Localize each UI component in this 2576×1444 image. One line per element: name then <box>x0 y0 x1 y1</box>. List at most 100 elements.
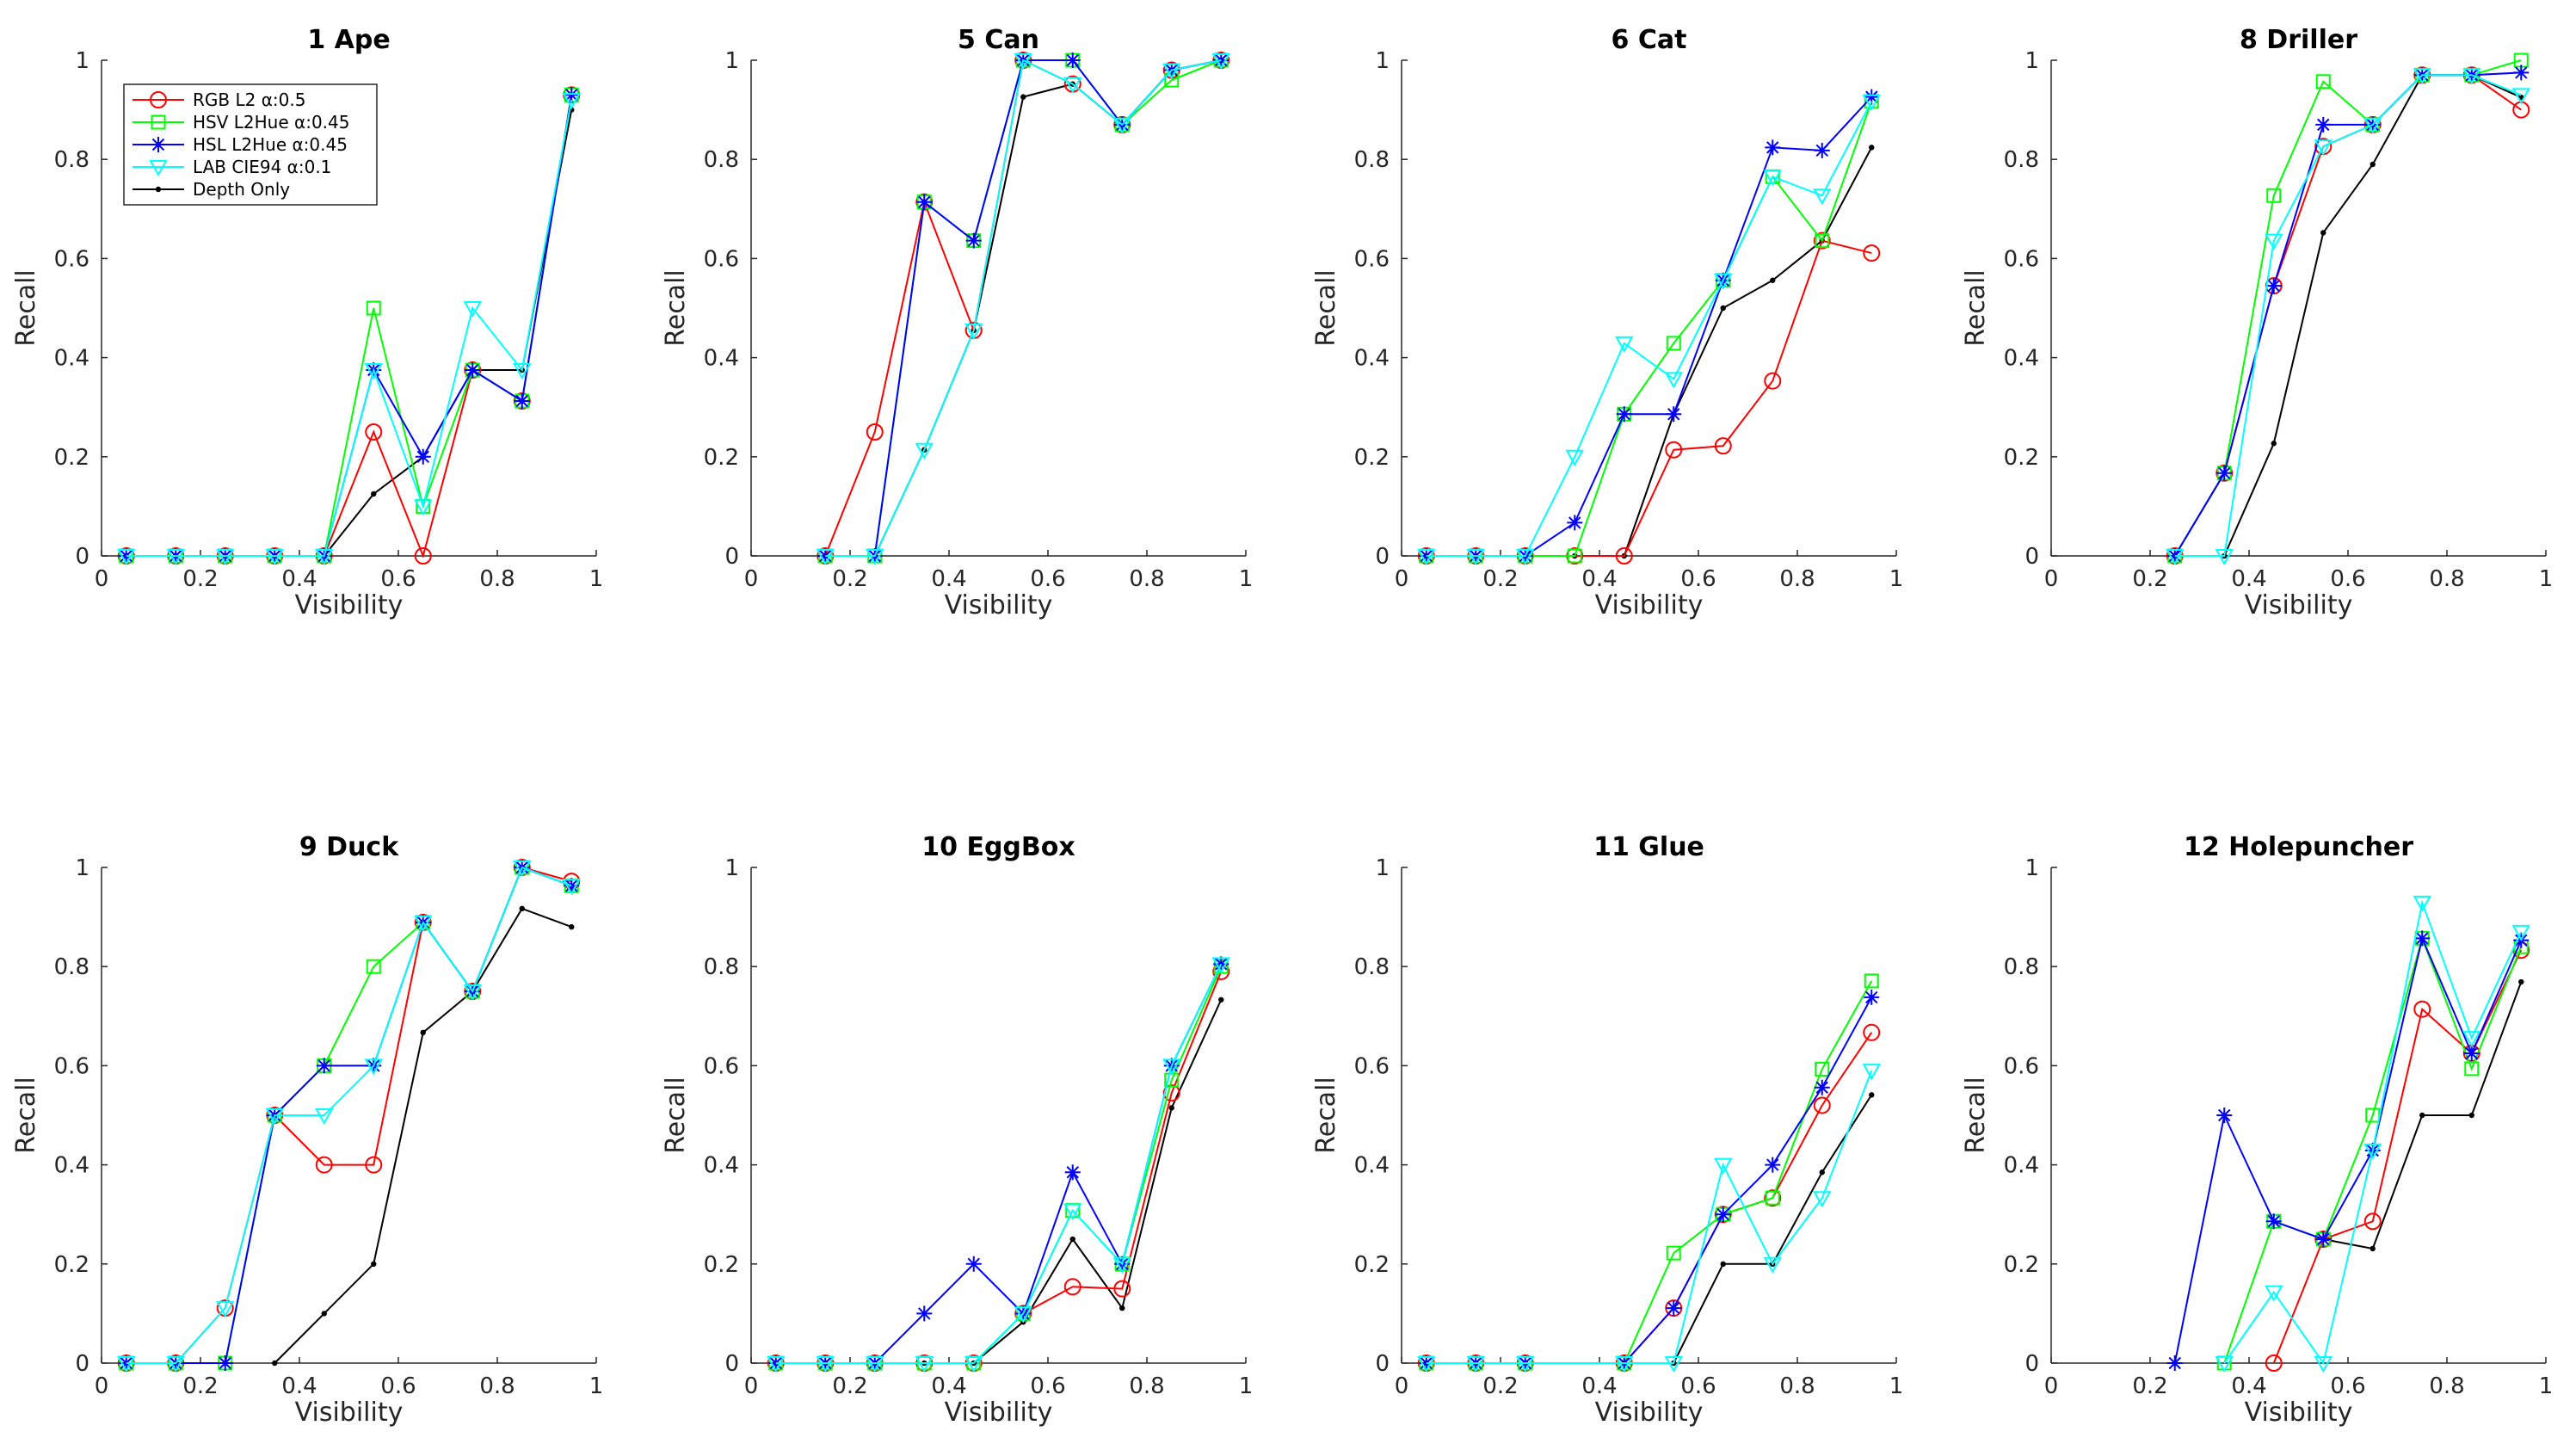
data-point <box>1615 547 1633 565</box>
x-tick-label: 0.8 <box>1779 566 1815 592</box>
data-point <box>1869 145 1875 151</box>
data-point <box>2314 139 2333 157</box>
data-point <box>1765 1157 1781 1173</box>
data-point <box>321 1311 327 1317</box>
data-point <box>1864 89 1880 105</box>
x-axis-label: Visibility <box>2245 1398 2353 1428</box>
x-tick-label: 1 <box>1239 566 1254 592</box>
data-point <box>2215 549 2234 566</box>
data-point <box>1063 77 1082 94</box>
data-point <box>1516 1356 1535 1373</box>
chart-panel: 0 0.2 0.4 0.6 0.8 1 0 0.2 0.4 0.6 0.8 1 9 Duck Visibi… <box>11 832 603 1428</box>
data-point <box>2216 465 2233 481</box>
data-point <box>1863 244 1881 262</box>
data-point <box>414 547 432 565</box>
data-point <box>1813 1191 1832 1208</box>
y-tick-label: 0.6 <box>1354 1053 1390 1079</box>
data-point <box>364 1058 383 1076</box>
data-point <box>265 1108 284 1126</box>
data-point <box>2414 930 2431 947</box>
data-point <box>1119 1305 1125 1311</box>
x-axis-label: Visibility <box>295 1398 404 1428</box>
data-point <box>2513 65 2530 81</box>
y-tick-label: 0.4 <box>1354 1153 1390 1179</box>
series-line <box>2223 899 2523 1366</box>
data-point <box>916 1305 933 1322</box>
y-tick-label: 0 <box>2024 544 2039 570</box>
data-point <box>420 1029 426 1036</box>
data-point <box>1869 1092 1875 1098</box>
data-point <box>816 549 835 566</box>
data-point <box>2413 895 2431 912</box>
x-tick-label: 0.2 <box>1482 1373 1518 1399</box>
data-point <box>2265 1355 2283 1372</box>
y-axis-label: Recall <box>1311 269 1341 347</box>
data-point <box>2462 68 2481 85</box>
data-point <box>965 1256 982 1272</box>
x-tick-label: 0 <box>2044 566 2059 592</box>
series-line <box>1426 239 1872 557</box>
series-line <box>126 99 573 557</box>
data-point <box>2462 1031 2481 1048</box>
y-tick-label: 0.6 <box>1354 246 1390 272</box>
data-point <box>2314 1356 2333 1373</box>
y-tick-label: 0 <box>1375 1351 1390 1377</box>
x-tick-label: 0.6 <box>1030 566 1065 592</box>
y-tick-label: 0.8 <box>54 147 89 173</box>
data-point <box>1814 1079 1830 1095</box>
series-line <box>1426 1094 1873 1364</box>
data-point <box>1666 1245 1681 1261</box>
data-point <box>217 1355 233 1371</box>
series-line <box>775 999 1223 1364</box>
y-axis-label: Recall <box>661 269 691 347</box>
x-tick-label: 1 <box>589 566 604 592</box>
data-point <box>1112 1256 1131 1274</box>
data-point <box>767 1356 786 1373</box>
chart-title: 1 Ape <box>307 25 390 55</box>
data-point <box>2265 278 2282 294</box>
data-point <box>1162 63 1181 80</box>
chart-panel: 0 0.2 0.4 0.6 0.8 1 0 0.2 0.4 0.6 0.8 1 1 Ape Visibil… <box>11 25 603 620</box>
data-point <box>1765 139 1781 156</box>
data-point <box>2363 1143 2382 1160</box>
data-point <box>2370 161 2376 168</box>
x-tick-label: 0.2 <box>182 566 218 592</box>
chart-panel: 0 0.2 0.4 0.6 0.8 1 0 0.2 0.4 0.6 0.8 1 8 Driller Vis… <box>1961 25 2553 620</box>
data-point <box>117 549 136 566</box>
chart-title: 6 Cat <box>1612 25 1687 55</box>
data-point <box>1168 1105 1174 1111</box>
y-tick-label: 0 <box>724 544 739 570</box>
data-point <box>2315 74 2331 89</box>
series-line <box>825 59 1222 557</box>
x-tick-label: 0.6 <box>1680 1373 1716 1399</box>
x-tick-label: 0.4 <box>2231 566 2266 592</box>
y-tick-label: 1 <box>1375 855 1390 881</box>
data-point <box>1565 449 1584 466</box>
y-tick-label: 0.6 <box>2004 1053 2039 1079</box>
x-tick-label: 0.8 <box>1129 566 1164 592</box>
y-tick-label: 0.8 <box>54 954 89 980</box>
y-tick-label: 0.8 <box>704 954 739 980</box>
data-point <box>519 905 525 912</box>
data-point <box>2370 1245 2376 1252</box>
y-tick-label: 0.2 <box>2004 1252 2039 1278</box>
data-point <box>964 1356 983 1373</box>
y-tick-label: 1 <box>75 855 89 881</box>
y-tick-label: 0.4 <box>704 1153 739 1179</box>
y-tick-label: 1 <box>724 48 739 74</box>
data-point <box>1112 117 1131 134</box>
data-point <box>1813 188 1832 206</box>
data-point <box>1211 53 1230 71</box>
series-line <box>2173 74 2522 557</box>
data-point <box>1615 336 1634 353</box>
data-point <box>166 549 185 566</box>
y-tick-label: 0.2 <box>1354 1252 1390 1278</box>
data-point <box>1864 973 1879 989</box>
data-point <box>371 1261 377 1268</box>
x-tick-label: 1 <box>1889 566 1904 592</box>
data-point <box>465 362 481 378</box>
x-tick-label: 0.8 <box>479 566 515 592</box>
y-tick-label: 0.2 <box>2004 445 2039 471</box>
x-tick-label: 0.2 <box>832 1373 867 1399</box>
data-point <box>1863 1023 1881 1041</box>
